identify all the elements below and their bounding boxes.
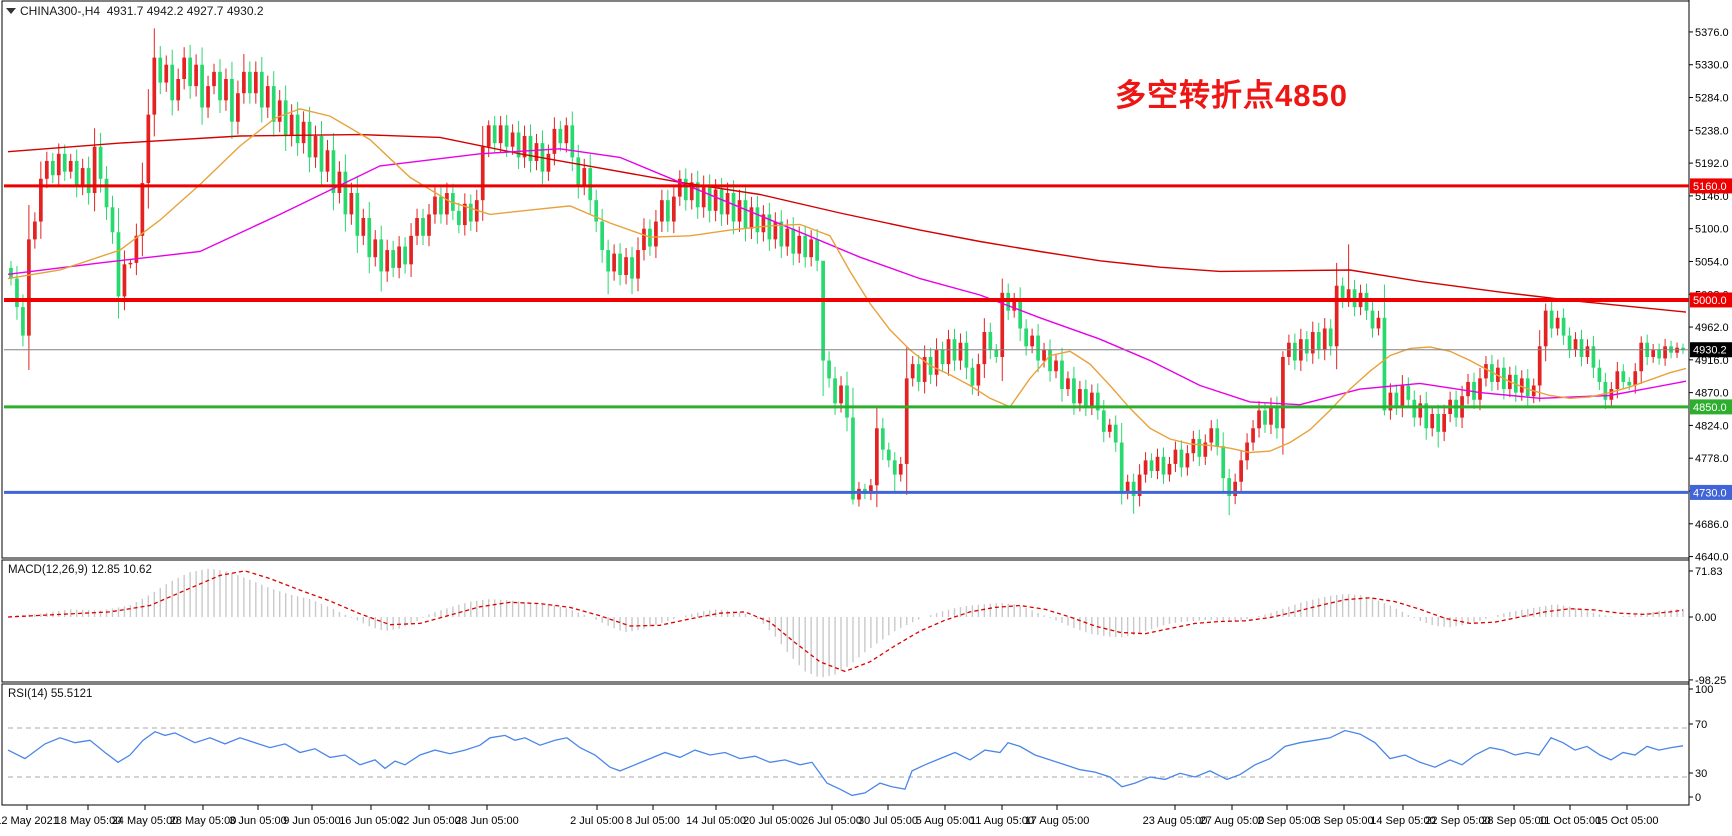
- svg-text:0.00: 0.00: [1695, 612, 1716, 624]
- svg-text:8 Jul 05:00: 8 Jul 05:00: [626, 815, 680, 827]
- svg-text:24 May 05:00: 24 May 05:00: [112, 815, 179, 827]
- svg-text:4824.0: 4824.0: [1695, 420, 1729, 432]
- svg-text:-98.25: -98.25: [1695, 675, 1726, 687]
- svg-text:30 Jul 05:00: 30 Jul 05:00: [858, 815, 918, 827]
- macd-indicator-label: MACD(12,26,9) 12.85 10.62: [8, 564, 152, 576]
- svg-text:14 Jul 05:00: 14 Jul 05:00: [686, 815, 746, 827]
- svg-text:12 May 2021: 12 May 2021: [0, 815, 59, 827]
- svg-text:27 Aug 05:00: 27 Aug 05:00: [1200, 815, 1265, 827]
- svg-text:11 Oct 05:00: 11 Oct 05:00: [1539, 815, 1601, 827]
- panel-frames: [1, 0, 1690, 806]
- symbol-dropdown-icon[interactable]: [6, 8, 16, 14]
- svg-text:5376.0: 5376.0: [1695, 27, 1729, 39]
- svg-text:2 Jul 05:00: 2 Jul 05:00: [570, 815, 624, 827]
- svg-text:70: 70: [1695, 719, 1707, 731]
- svg-text:4778.0: 4778.0: [1695, 453, 1729, 465]
- svg-text:17 Aug 05:00: 17 Aug 05:00: [1025, 815, 1090, 827]
- rsi-panel-content: [7, 727, 1689, 797]
- svg-text:5 Aug 05:00: 5 Aug 05:00: [916, 815, 975, 827]
- svg-text:28 May 05:00: 28 May 05:00: [170, 815, 237, 827]
- ma-slow-red-line: [7, 133, 1687, 313]
- svg-text:5000.0: 5000.0: [1693, 295, 1727, 307]
- ma-fast-orange-line: [7, 108, 1687, 454]
- svg-text:3 Jun 05:00: 3 Jun 05:00: [229, 815, 287, 827]
- svg-text:20 Jul 05:00: 20 Jul 05:00: [743, 815, 803, 827]
- svg-text:4962.0: 4962.0: [1695, 322, 1729, 334]
- svg-text:2 Sep 05:00: 2 Sep 05:00: [1257, 815, 1316, 827]
- svg-text:4686.0: 4686.0: [1695, 519, 1729, 531]
- macd-axis[interactable]: 71.83 0.00 -98.25: [1689, 566, 1726, 687]
- svg-text:18 May 05:00: 18 May 05:00: [55, 815, 122, 827]
- svg-text:4730.0: 4730.0: [1693, 487, 1727, 499]
- svg-text:4640.0: 4640.0: [1695, 552, 1729, 564]
- svg-text:15 Oct 05:00: 15 Oct 05:00: [1596, 815, 1659, 827]
- svg-text:11 Aug 05:00: 11 Aug 05:00: [970, 815, 1034, 827]
- svg-text:26 Jul 05:00: 26 Jul 05:00: [802, 815, 862, 827]
- svg-text:16 Jun 05:00: 16 Jun 05:00: [339, 815, 403, 827]
- svg-text:5160.0: 5160.0: [1693, 181, 1727, 193]
- svg-text:5054.0: 5054.0: [1695, 256, 1729, 268]
- rsi-axis[interactable]: 100 70 30 0: [1689, 684, 1713, 804]
- svg-text:14 Sep 05:00: 14 Sep 05:00: [1370, 815, 1435, 827]
- svg-text:5284.0: 5284.0: [1695, 93, 1729, 105]
- macd-histogram: [10, 568, 1684, 678]
- svg-text:9 Jun 05:00: 9 Jun 05:00: [283, 815, 341, 827]
- svg-text:28 Sep 05:00: 28 Sep 05:00: [1481, 815, 1546, 827]
- svg-text:4916.0: 4916.0: [1695, 355, 1729, 367]
- macd-signal-line: [7, 570, 1684, 673]
- svg-text:5100.0: 5100.0: [1695, 224, 1729, 236]
- rsi-indicator-label: RSI(14) 55.5121: [8, 688, 93, 700]
- svg-text:5146.0: 5146.0: [1695, 191, 1729, 203]
- svg-text:22 Jun 05:00: 22 Jun 05:00: [397, 815, 461, 827]
- svg-text:23 Aug 05:00: 23 Aug 05:00: [1143, 815, 1208, 827]
- svg-text:30: 30: [1695, 768, 1707, 780]
- svg-text:28 Jun 05:00: 28 Jun 05:00: [455, 815, 519, 827]
- svg-text:5330.0: 5330.0: [1695, 60, 1729, 72]
- svg-text:4930.2: 4930.2: [1693, 345, 1727, 357]
- symbol-period-label: CHINA300-,H4: [20, 4, 101, 18]
- svg-text:5192.0: 5192.0: [1695, 158, 1729, 170]
- ohlc-readout: 4931.7 4942.2 4927.7 4930.2: [106, 4, 264, 18]
- svg-text:100: 100: [1695, 684, 1713, 696]
- chart-text-annotation: 多空转折点4850: [1115, 78, 1348, 113]
- svg-text:4850.0: 4850.0: [1693, 402, 1727, 414]
- candles-layer: [9, 28, 1685, 516]
- svg-text:5238.0: 5238.0: [1695, 125, 1729, 137]
- chart-title: CHINA300-,H4 4931.7 4942.2 4927.7 4930.2: [20, 4, 264, 18]
- svg-text:0: 0: [1695, 792, 1701, 804]
- price-level-badges: 5160.0 5000.0 4850.0 4730.0 4930.2: [1690, 178, 1732, 500]
- svg-text:22 Sep 05:00: 22 Sep 05:00: [1425, 815, 1490, 827]
- svg-text:8 Sep 05:00: 8 Sep 05:00: [1314, 815, 1373, 827]
- support-resistance-lines: [4, 184, 1689, 494]
- svg-text:71.83: 71.83: [1695, 566, 1723, 578]
- svg-text:4870.0: 4870.0: [1695, 388, 1729, 400]
